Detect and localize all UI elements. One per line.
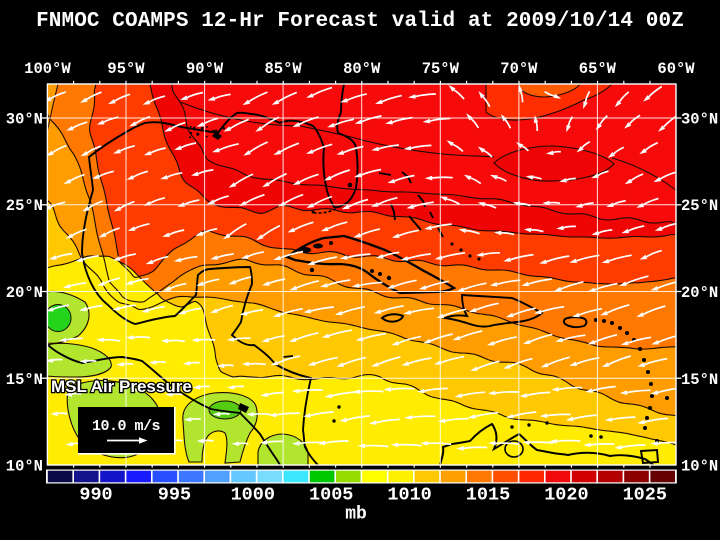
svg-text:1025: 1025 [623, 485, 667, 506]
svg-text:MSL Air Pressure: MSL Air Pressure [51, 377, 192, 396]
svg-text:30°N: 30°N [681, 111, 718, 129]
svg-text:1020: 1020 [544, 485, 588, 506]
svg-text:60°W: 60°W [657, 60, 695, 78]
svg-text:15°N: 15°N [681, 371, 718, 389]
svg-text:95°W: 95°W [107, 60, 145, 78]
svg-text:1010: 1010 [387, 485, 431, 506]
svg-text:1015: 1015 [466, 485, 510, 506]
svg-text:30°N: 30°N [6, 111, 43, 129]
svg-text:1000: 1000 [231, 485, 275, 506]
svg-text:990: 990 [79, 485, 112, 506]
svg-text:25°N: 25°N [6, 197, 43, 215]
svg-text:10°N: 10°N [681, 458, 718, 476]
svg-text:1005: 1005 [309, 485, 353, 506]
svg-text:995: 995 [158, 485, 191, 506]
svg-text:25°N: 25°N [681, 197, 718, 215]
svg-text:90°W: 90°W [186, 60, 224, 78]
svg-text:75°W: 75°W [422, 60, 460, 78]
svg-text:100°W: 100°W [24, 60, 71, 78]
svg-text:65°W: 65°W [579, 60, 617, 78]
svg-text:15°N: 15°N [6, 371, 43, 389]
svg-text:FNMOC COAMPS 12-Hr Forecast va: FNMOC COAMPS 12-Hr Forecast valid at 200… [36, 10, 684, 33]
svg-text:10.0 m/s: 10.0 m/s [92, 418, 161, 435]
svg-text:85°W: 85°W [264, 60, 302, 78]
svg-text:80°W: 80°W [343, 60, 381, 78]
svg-text:mb: mb [345, 505, 367, 525]
svg-text:20°N: 20°N [681, 284, 718, 302]
svg-text:10°N: 10°N [6, 458, 43, 476]
svg-text:70°W: 70°W [500, 60, 538, 78]
svg-text:20°N: 20°N [6, 284, 43, 302]
